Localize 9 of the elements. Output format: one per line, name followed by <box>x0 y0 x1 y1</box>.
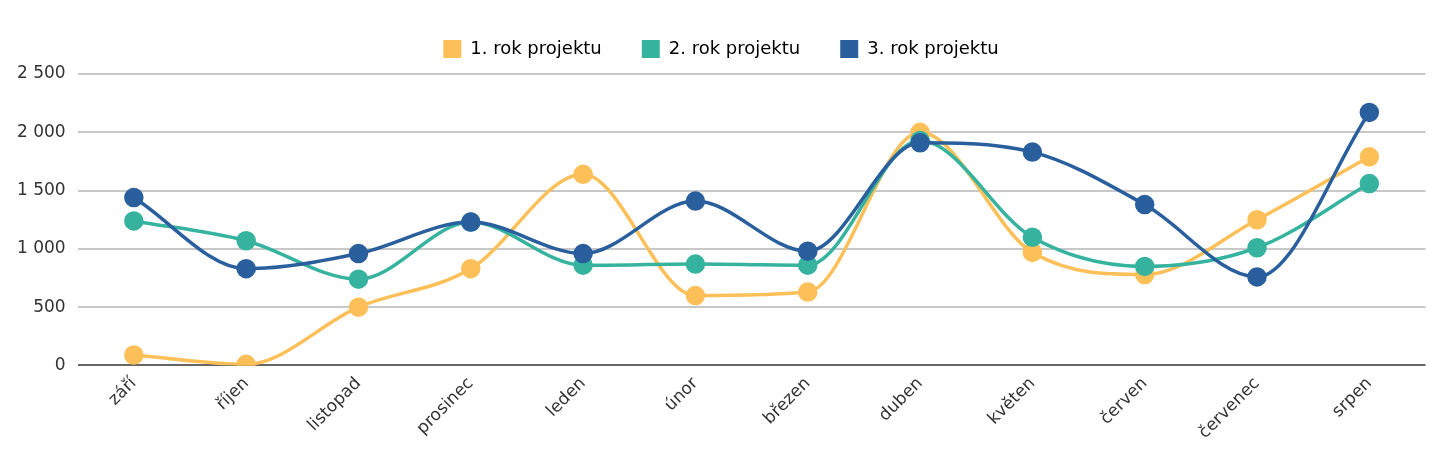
y-tick-label: 2 500 <box>17 62 66 83</box>
y-tick-label: 2 000 <box>17 120 66 141</box>
y-tick-label: 1 000 <box>17 237 66 258</box>
legend-label: 3. rok projektu <box>867 36 999 58</box>
y-tick-label: 500 <box>33 295 66 316</box>
legend-label: 2. rok projektu <box>668 36 801 58</box>
y-tick-label: 0 <box>54 353 66 374</box>
legend-label: 1. rok projektu <box>470 36 602 58</box>
y-tick-label: 1 500 <box>17 179 66 200</box>
